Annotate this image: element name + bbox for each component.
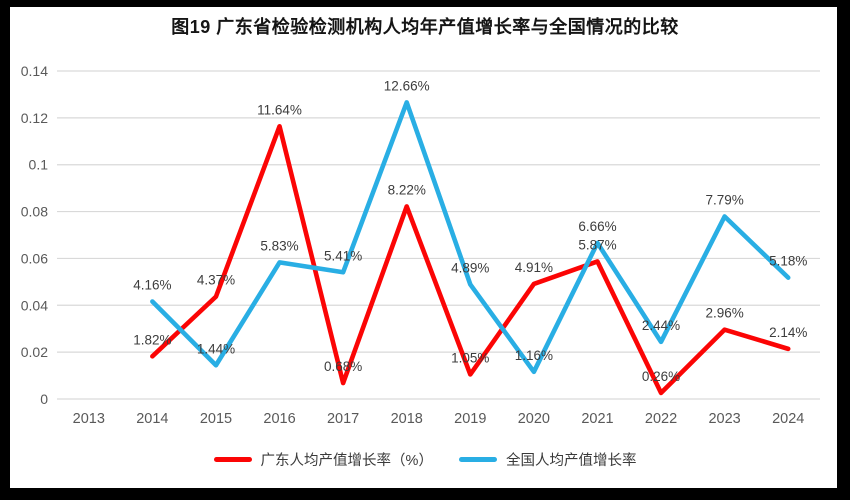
series-line-1 [150, 100, 791, 375]
x-axis-tick-label: 2016 [263, 411, 295, 427]
legend-swatch-national-icon [458, 457, 497, 462]
y-axis-tick-label: 0.1 [29, 157, 49, 173]
x-axis-tick-label: 2014 [136, 411, 168, 427]
y-axis-tick-label: 0.08 [21, 204, 48, 220]
data-label-series-1: 2.44% [642, 318, 680, 333]
legend-label-guangdong: 广东人均产值增长率（%） [260, 453, 433, 469]
legend-swatch-guangdong-icon [213, 457, 252, 462]
data-label-series-0: 0.68% [324, 359, 362, 374]
data-label-series-0: 11.64% [257, 102, 302, 117]
data-label-series-1: 12.66% [384, 78, 430, 93]
chart-title: 图19 广东省检验检测机构人均年产值增长率与全国情况的比较 [171, 17, 679, 37]
y-axis-tick-label: 0.02 [21, 344, 48, 360]
data-label-series-1: 1.16% [515, 348, 553, 363]
data-label-series-0: 0.26% [642, 369, 680, 384]
data-label-series-1: 4.16% [133, 278, 171, 293]
legend-label-national: 全国人均产值增长率 [505, 453, 637, 469]
data-label-series-0: 4.91% [515, 260, 553, 275]
x-axis-tick-label: 2018 [391, 411, 423, 427]
x-axis-tick-label: 2024 [772, 411, 804, 427]
x-axis-tick-label: 2017 [327, 411, 359, 427]
data-label-series-0: 5.87% [578, 237, 616, 252]
y-axis-tick-label: 0 [40, 391, 48, 407]
y-axis-tick-label: 0.14 [21, 63, 48, 79]
legend-item-guangdong: 广东人均产值增长率（%） [213, 449, 433, 470]
data-label-series-0: 8.22% [388, 182, 426, 197]
data-label-series-0: 1.05% [451, 350, 489, 365]
x-axis-tick-label: 2013 [73, 411, 105, 427]
data-label-series-0: 1.82% [133, 332, 171, 347]
data-label-series-1: 5.83% [260, 238, 298, 253]
x-axis-tick-label: 2021 [581, 411, 613, 427]
data-label-series-1: 5.41% [324, 248, 362, 263]
data-label-series-0: 2.14% [769, 325, 807, 340]
chart-legend: 广东人均产值增长率（%） 全国人均产值增长率 [0, 449, 850, 470]
data-label-series-1: 5.18% [769, 254, 807, 269]
data-label-series-1: 6.66% [578, 219, 616, 234]
x-axis-tick-label: 2020 [518, 411, 550, 427]
data-label-series-0: 4.37% [197, 273, 235, 288]
x-axis-tick-label: 2022 [645, 411, 677, 427]
data-label-series-1: 7.79% [705, 192, 743, 207]
legend-item-national: 全国人均产值增长率 [458, 449, 637, 470]
data-label-series-1: 4.89% [451, 260, 489, 275]
y-axis-tick-label: 0.12 [21, 110, 48, 126]
x-axis-tick-label: 2023 [708, 411, 740, 427]
y-axis-tick-label: 0.04 [21, 297, 48, 313]
series-line-0 [150, 123, 791, 396]
x-axis-tick-label: 2015 [200, 411, 232, 427]
y-axis-tick-label: 0.06 [21, 250, 48, 266]
x-axis-tick-label: 2019 [454, 411, 486, 427]
data-label-series-0: 2.96% [705, 306, 743, 321]
data-label-series-1: 1.44% [197, 341, 235, 356]
